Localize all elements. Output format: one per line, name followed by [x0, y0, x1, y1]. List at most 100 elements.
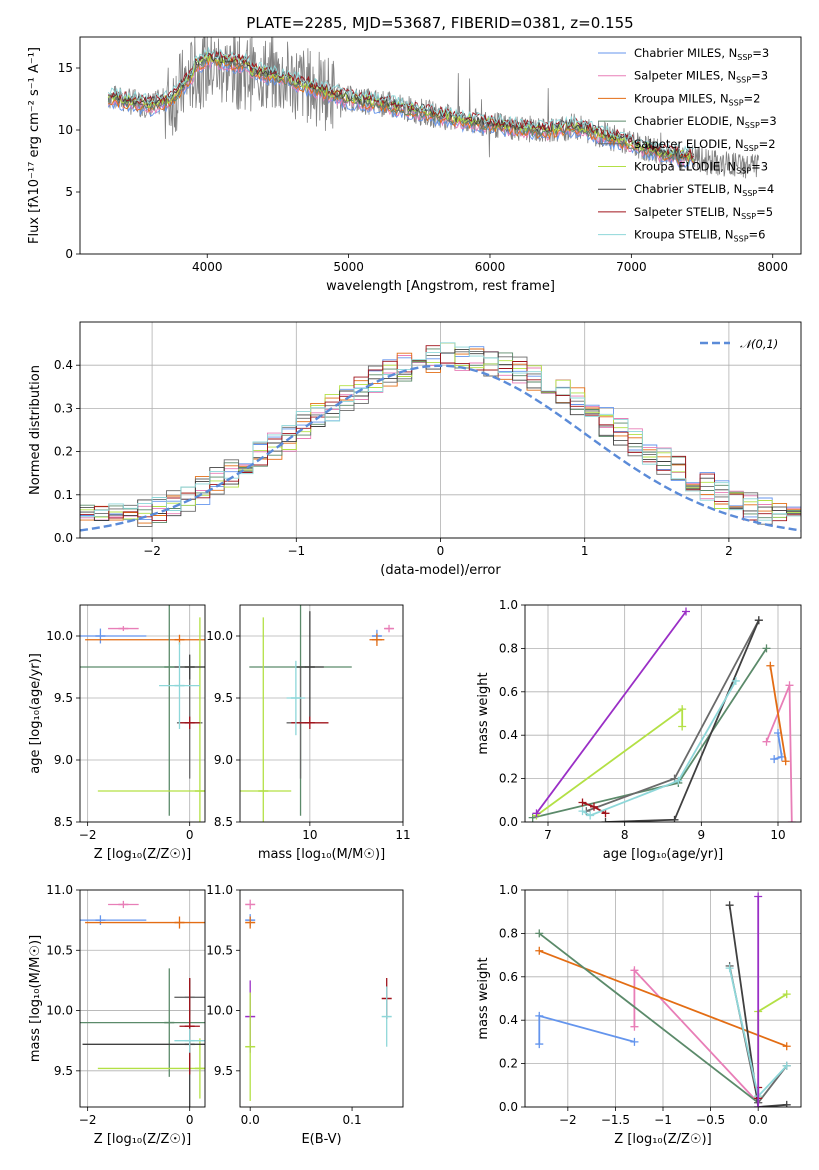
legend-entry: Chabrier ELODIE, NSSP=3: [634, 114, 777, 130]
weight-marker: [766, 661, 775, 670]
x-tick-label: 8: [621, 828, 629, 842]
axes-frame: [239, 889, 404, 1108]
legend-entry: Salpeter MILES, NSSP=3: [634, 69, 768, 85]
figure-title: PLATE=2285, MJD=53687, FIBERID=0381, z=0…: [246, 14, 633, 32]
x-axis-label: age [log₁₀(age/yr)]: [603, 847, 724, 862]
weight-marker: [535, 1040, 544, 1049]
histogram-step: [80, 345, 801, 522]
plot-area-residual_hist: [80, 342, 801, 532]
x-tick-label: 5000: [333, 260, 364, 274]
chart-mass_vs_EBV: 0.0 0.1 9.5 10.0 10.5 11.0 E(B-V): [206, 883, 404, 1147]
spectrum-legend: Chabrier MILES, NSSP=3 Salpeter MILES, NS…: [598, 46, 777, 244]
y-tick-label: 8.5: [54, 815, 73, 829]
y-tick-label: 10.0: [206, 1004, 233, 1018]
y-tick-label: 10.5: [46, 943, 73, 957]
y-tick-label: 10.5: [206, 943, 233, 957]
weight-marker: [725, 964, 734, 973]
y-tick-label: 0.0: [499, 1100, 518, 1114]
weight-marker: [586, 811, 595, 820]
weight-marker: [590, 802, 598, 811]
weight-line: [765, 684, 793, 822]
y-axis-label: mass [log₁₀(M/M☉)]: [28, 935, 43, 1062]
weight-marker: [670, 815, 679, 822]
weight-marker: [678, 705, 687, 714]
model-spectrum: [107, 46, 694, 156]
axes-frame: [79, 889, 206, 1108]
weight-marker: [785, 681, 794, 690]
weight-marker: [782, 1100, 791, 1107]
weight-line: [728, 905, 787, 1107]
y-tick-label: 0.0: [499, 815, 518, 829]
x-tick-label: 9: [698, 828, 706, 842]
chart-spectrum: 4000 5000 6000 7000 8000 0 5 10 15 wavelength [An…: [27, 36, 802, 294]
x-tick-label: −1: [654, 1113, 672, 1127]
x-axis-label: Z [log₁₀(Z/Z☉)]: [94, 847, 191, 862]
weight-line: [769, 665, 787, 762]
model-spectrum: [107, 59, 695, 169]
weight-marker: [754, 892, 763, 901]
x-tick-label: 4000: [192, 260, 223, 274]
weight-marker: [674, 776, 683, 785]
x-tick-label: −2: [143, 544, 161, 558]
y-tick-label: 1.0: [499, 598, 518, 612]
weight-marker: [725, 901, 734, 910]
x-tick-label: 0.1: [343, 1113, 362, 1127]
weight-line: [535, 610, 687, 814]
weight-marker: [782, 1042, 791, 1051]
weight-marker: [754, 616, 763, 625]
y-tick-label: 0.8: [499, 926, 518, 940]
y-tick-label: 0.6: [499, 685, 518, 699]
x-tick-label: 8000: [757, 260, 788, 274]
y-tick-label: 0: [65, 247, 73, 261]
weight-marker: [787, 818, 796, 822]
weight-marker: [762, 737, 771, 746]
weight-marker: [535, 929, 544, 938]
y-axis-label: Flux [fλ10⁻¹⁷ erg cm⁻² s⁻¹ A⁻¹]: [27, 47, 42, 244]
plot-area-age_vs_mass: [240, 605, 395, 822]
x-axis-label: (data-model)/error: [380, 563, 501, 578]
x-axis-label: Z [log₁₀(Z/Z☉)]: [614, 1132, 711, 1147]
weight-marker: [532, 809, 541, 818]
y-tick-label: 10.0: [46, 629, 73, 643]
axes-frame: [79, 604, 206, 823]
gaussian-curve: [80, 364, 801, 532]
x-tick-label: 0.0: [241, 1113, 260, 1127]
weight-line: [582, 680, 737, 817]
weight-marker: [782, 1061, 791, 1070]
x-tick-label: 6000: [475, 260, 506, 274]
y-tick-label: 9.0: [214, 753, 233, 767]
weight-marker: [782, 990, 791, 999]
weight-marker: [630, 1037, 639, 1046]
plot-area-weight_vs_age: [528, 607, 796, 822]
x-tick-label: 0: [437, 544, 445, 558]
chart-weight_vs_age: 7 8 9 10 0.0 0.2 0.4 0.6 0.8 1.0 age [log₁₀(age/yr…: [476, 598, 802, 862]
weight-marker: [731, 676, 740, 685]
y-tick-label: 11.0: [206, 883, 233, 897]
chart-residual_hist: −2 −1 0 1 2 0.0 0.1 0.2 0.3 0.4 (data-model)/error…: [28, 321, 802, 578]
histogram-step: [80, 342, 801, 521]
x-tick-label: −1.5: [601, 1113, 630, 1127]
weight-marker: [535, 946, 544, 955]
x-tick-label: −1: [287, 544, 305, 558]
x-axis-label: E(B-V): [301, 1132, 341, 1147]
axes-frame: [239, 604, 404, 823]
y-axis-label: mass weight: [476, 672, 491, 754]
x-tick-label: 0.0: [749, 1113, 768, 1127]
y-tick-label: 0.2: [499, 772, 518, 786]
plot-area-mass_vs_Z: [80, 900, 205, 1107]
y-tick-label: 10: [58, 123, 73, 137]
weight-line: [633, 968, 759, 1104]
weight-line: [538, 949, 788, 1048]
x-tick-label: 7000: [616, 260, 647, 274]
chart-age_vs_mass: 10 11 8.5 9.0 9.5 10.0 mass [log₁₀(M/M☉)]: [206, 604, 411, 862]
y-tick-label: 9.5: [54, 691, 73, 705]
x-tick-label: 7: [544, 828, 552, 842]
weight-marker: [535, 1011, 544, 1020]
x-axis-label: Z [log₁₀(Z/Z☉)]: [94, 1132, 191, 1147]
y-tick-label: 5: [65, 185, 73, 199]
x-tick-label: 10: [770, 828, 785, 842]
y-tick-label: 9.5: [54, 1064, 73, 1078]
weight-marker: [601, 809, 610, 818]
x-tick-label: −2: [559, 1113, 577, 1127]
y-tick-label: 0.1: [54, 488, 73, 502]
